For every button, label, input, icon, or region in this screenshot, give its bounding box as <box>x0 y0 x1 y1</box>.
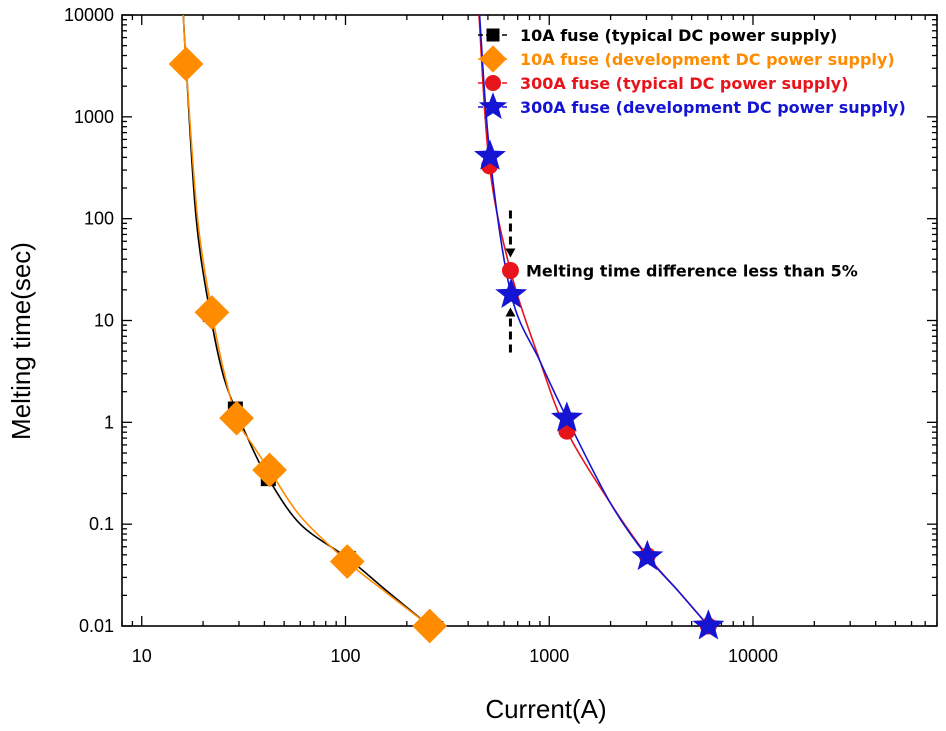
axis-ticks <box>121 14 938 627</box>
series-300a-development-point <box>474 139 506 170</box>
arrow-up-head <box>505 307 516 317</box>
y-tick-label: 0.01 <box>79 616 114 636</box>
series-markers <box>168 46 725 644</box>
y-tick-label: 1 <box>104 412 114 432</box>
legend: 10A fuse (typical DC power supply) 10A fu… <box>478 26 906 120</box>
y-tick-label: 0.1 <box>89 514 114 534</box>
y-tick-label: 10000 <box>64 5 114 25</box>
x-axis-label: Current(A) <box>485 694 606 724</box>
series-10a-development-point <box>412 608 448 644</box>
series-300a-development-point <box>550 401 583 432</box>
arrow-down-head <box>505 248 516 258</box>
series-300a-development-point <box>495 277 528 309</box>
x-tick-label: 10000 <box>728 646 778 666</box>
x-tick-label: 10 <box>132 646 152 666</box>
legend-label: 10A fuse (typical DC power supply) <box>520 26 837 45</box>
x-tick-label: 100 <box>330 646 360 666</box>
annotation-arrows <box>505 210 516 353</box>
legend-marker <box>479 45 507 73</box>
series-300a-typical-point <box>501 261 519 279</box>
x-tick-label: 1000 <box>529 646 569 666</box>
legend-label: 300A fuse (development DC power supply) <box>520 98 906 117</box>
y-tick-label: 1000 <box>74 107 114 127</box>
legend-label: 300A fuse (typical DC power supply) <box>520 74 849 93</box>
series-10a-development-point <box>329 544 365 579</box>
y-tick-label: 10 <box>94 311 114 331</box>
series-10a-development-point <box>219 400 254 436</box>
legend-marker <box>478 92 508 120</box>
series-10a-development-point <box>252 452 287 488</box>
y-axis-label: Melting time(sec) <box>6 242 36 440</box>
series-10a-development-point <box>168 46 204 82</box>
legend-marker <box>485 75 501 91</box>
annotation-text: Melting time difference less than 5% <box>526 261 858 280</box>
legend-marker <box>486 28 500 42</box>
tick-labels: 10 100 1000 10000 0.01 0.1 1 10 100 1000 10000 <box>64 5 778 666</box>
series-300a-development-point <box>692 609 725 640</box>
series-10a-development-point <box>194 295 230 330</box>
y-tick-label: 100 <box>84 209 114 229</box>
series-300a-development-point <box>631 539 664 571</box>
legend-label: 10A fuse (development DC power supply) <box>520 50 895 69</box>
